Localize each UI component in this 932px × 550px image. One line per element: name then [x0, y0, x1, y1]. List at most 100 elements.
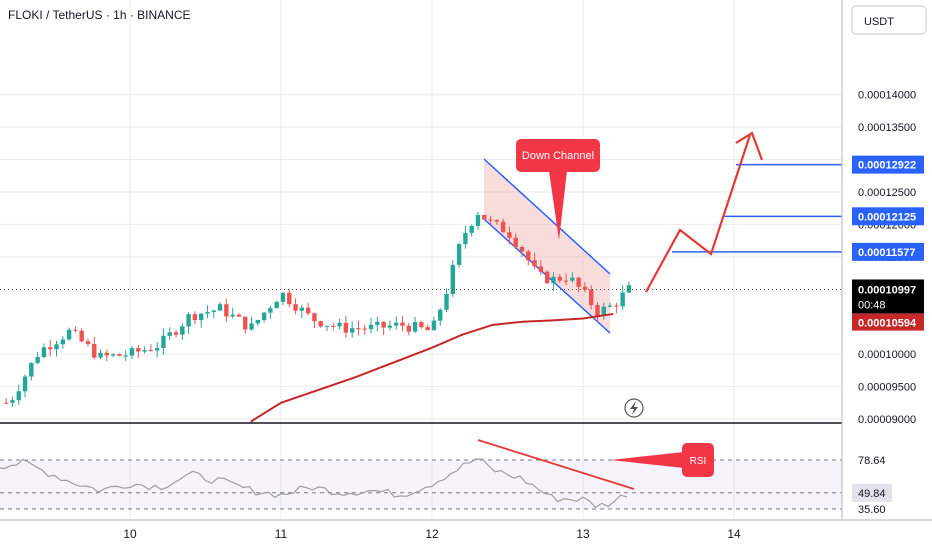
candle-body: [117, 354, 122, 356]
current-price-value: 0.00010997: [858, 284, 916, 296]
candle-body: [154, 348, 160, 351]
candle-body: [563, 280, 569, 282]
candle-body: [349, 328, 355, 333]
candle-body: [589, 289, 594, 306]
candle-body: [406, 325, 411, 332]
currency-button[interactable]: USDT: [851, 5, 927, 35]
candle-body: [494, 220, 500, 222]
rsi-axis-label: 78.64: [858, 455, 886, 467]
level-label-box: [852, 242, 924, 261]
candle-body: [29, 362, 34, 377]
candle-body: [381, 321, 386, 328]
candle-body: [173, 332, 179, 335]
current-price-label: 0.00010997 00:48: [852, 279, 924, 314]
rsi-band: [0, 460, 842, 509]
candle-body: [425, 327, 430, 331]
candle-body: [394, 322, 399, 326]
candle-body: [85, 341, 91, 345]
candle-body: [299, 307, 305, 311]
target-levels: [672, 163, 842, 253]
candle-body: [318, 321, 323, 327]
candle-body: [148, 350, 154, 352]
candle-body: [66, 329, 72, 340]
candle-body: [293, 304, 298, 311]
price-tick-label: 0.00009500: [858, 382, 916, 394]
candle-body: [544, 271, 550, 284]
price-axis-background: [842, 0, 932, 550]
ma-price-label: 0.00010594: [852, 313, 924, 331]
ma-price-value: 0.00010594: [858, 318, 917, 330]
candle-body: [104, 352, 110, 356]
rsi-axis-label: 49.84: [858, 488, 886, 500]
candle-body: [224, 304, 229, 317]
candle-body: [601, 306, 606, 316]
candle-body: [249, 323, 254, 330]
candle-body: [35, 357, 40, 363]
candle-body: [268, 308, 273, 313]
candle-body: [576, 277, 581, 287]
lightning-icon[interactable]: [624, 398, 644, 418]
candle-body: [513, 237, 518, 248]
time-tick-label: 11: [275, 527, 288, 541]
candle-body: [607, 305, 613, 307]
candle-body: [582, 286, 588, 290]
currency-label: USDT: [864, 16, 894, 28]
candle-body: [450, 264, 456, 295]
projection-arrow-head: [735, 131, 764, 161]
time-tick-label: 14: [727, 527, 741, 541]
candle-body: [312, 313, 317, 322]
candle-body: [136, 348, 141, 352]
candle-body: [230, 314, 235, 317]
candle-body: [192, 314, 198, 321]
candle-body: [614, 305, 619, 307]
candle-body: [368, 324, 374, 330]
rsi-callout: RSI: [610, 443, 714, 477]
candle-body: [526, 251, 531, 261]
candle-body: [123, 355, 128, 357]
candle-body: [211, 310, 216, 313]
candle-body: [475, 214, 481, 226]
candle-body: [356, 328, 361, 330]
time-axis-labels: 10 11 12 13 14: [123, 527, 741, 541]
price-tick-label: 0.00013500: [858, 122, 916, 134]
candle-body: [41, 347, 47, 358]
candle-body: [419, 322, 424, 328]
symbol-title[interactable]: FLOKI / TetherUS · 1h · BINANCE: [8, 8, 191, 22]
time-tick-label: 10: [123, 527, 137, 541]
candle-body: [261, 312, 267, 320]
candle-body: [412, 322, 418, 332]
candle-body: [488, 219, 493, 221]
candle-body: [362, 328, 367, 330]
candle-body: [16, 391, 21, 401]
projection-arrow-path: [645, 134, 752, 293]
candle-body: [129, 348, 135, 356]
candle-body: [570, 277, 575, 281]
candle-body: [255, 319, 261, 324]
level-label: 0.00012125: [858, 211, 916, 223]
moving-average-line: [250, 312, 614, 423]
candle-body: [557, 276, 562, 281]
price-tick-label: 0.00009000: [858, 414, 916, 426]
candle-body: [73, 329, 78, 331]
candle-body: [186, 314, 191, 327]
candle-body: [507, 232, 512, 238]
down-channel-upper-line[interactable]: [483, 158, 611, 275]
candle-body: [22, 376, 28, 392]
rsi-callout-label: RSI: [690, 456, 707, 467]
down-channel-callout: Down Channel: [516, 139, 600, 240]
level-label-box: [852, 207, 924, 226]
candle-body: [274, 301, 279, 309]
level-labels: 0.00012922 0.00012125 0.00011577: [852, 155, 924, 261]
candle-body: [337, 322, 342, 327]
candle-body: [287, 292, 292, 305]
candle-body: [456, 244, 462, 265]
rsi-divergence-line: [477, 439, 635, 490]
candle-body: [331, 325, 336, 327]
candle-body: [482, 214, 487, 220]
price-grid: [0, 0, 842, 520]
candle-body: [205, 312, 210, 314]
candle-body: [387, 325, 393, 328]
candlestick-series: [3, 211, 632, 407]
